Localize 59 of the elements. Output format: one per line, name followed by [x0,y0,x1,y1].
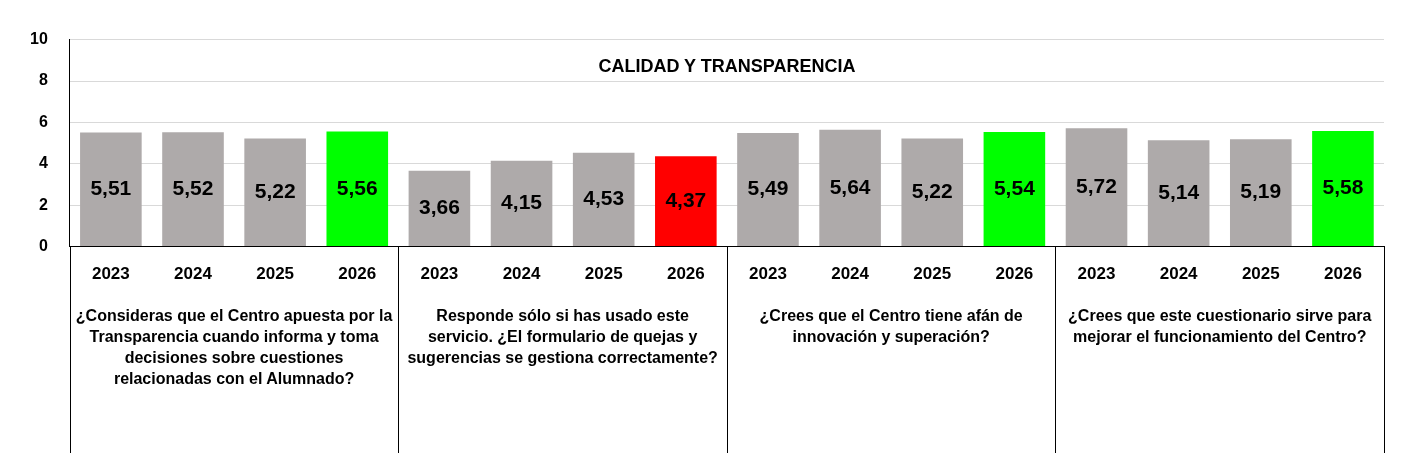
x-tick-label: 2025 [584,264,623,284]
bar [572,152,635,247]
bar [1229,139,1292,247]
data-label: 5,54 [993,175,1036,199]
bar [408,170,471,247]
bar [655,156,717,247]
x-tick-label: 2024 [502,264,541,284]
data-label: 5,49 [747,176,789,200]
data-label: 5,56 [336,175,378,199]
x-tick-label: 2024 [174,264,213,284]
data-label: 5,19 [1240,179,1282,203]
bar [737,132,799,247]
bar [80,132,142,247]
x-tick-label: 2023 [749,264,787,284]
data-label: 5,51 [90,176,132,200]
bar [244,138,306,247]
x-tick-label: 2024 [831,264,870,284]
y-tick-label: 4 [38,154,48,172]
bar [1312,131,1374,247]
text: Responde sólo si has usado este servicio. ¿El formulario de quejas y sugerencias se gestiona correctamente? [407,307,718,367]
x-tick-label: 2026 [666,264,705,284]
x-tick-label: 2025 [913,264,952,284]
data-label: 5,64 [829,174,871,198]
data-label: 5,14 [1158,179,1200,203]
y-tick-label: 2 [38,195,48,213]
x-tick-label: 2026 [1324,264,1362,284]
bar [901,138,964,247]
x-tick-label: 2025 [256,264,295,284]
text: CALIDAD Y TRANSPARENCIA [598,55,856,76]
bar [1147,140,1210,247]
bar [819,129,881,247]
x-tick-label: 2026 [995,264,1034,284]
x-tick-label: 2023 [420,264,459,284]
data-label: 5,52 [172,176,214,200]
data-label: 4,37 [665,187,707,211]
x-tick-label: 2026 [338,264,377,284]
y-tick-label: 8 [38,71,48,89]
text: ¿Crees que el Centro tiene afán de innovación y superación? [759,307,1023,346]
x-tick-label: 2023 [1077,264,1116,284]
y-tick-label: 10 [30,30,48,48]
y-tick-label: 0 [38,237,48,255]
bar [983,131,1046,247]
x-tick-label: 2025 [1241,264,1280,284]
text: ¿Consideras que el Centro apuesta por la Transparencia cuando informa y toma decisiones sobre cuestiones relacionadas con el Alumnado? [75,307,393,388]
data-label: 5,72 [1076,173,1117,197]
data-label: 4,15 [501,190,543,214]
data-label: 5,58 [1322,175,1364,199]
y-tick-label: 6 [38,112,48,130]
data-label: 5,22 [911,179,953,203]
x-tick-label: 2024 [1159,264,1199,284]
bar [326,131,389,247]
data-label: 3,66 [418,195,460,219]
text: ¿Crees que este cuestionario sirve para mejorar el funcionamiento del Centro? [1068,307,1372,346]
x-tick-label: 2023 [91,264,130,284]
data-label: 4,53 [583,186,625,210]
data-label: 5,22 [254,179,296,203]
bar [1065,128,1128,247]
bar [162,132,224,247]
bar [490,160,553,247]
